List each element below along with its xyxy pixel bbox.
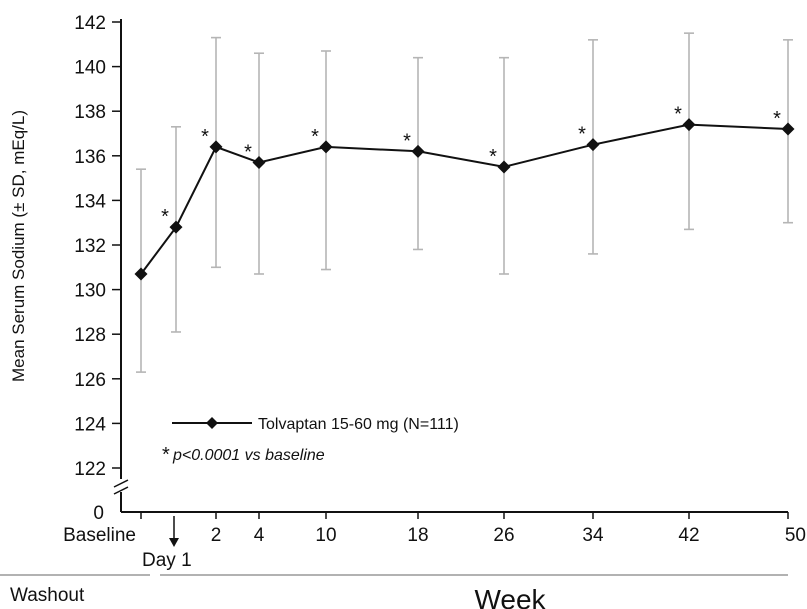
y-tick-label: 122: [74, 459, 106, 480]
y-tick-label: 142: [74, 13, 106, 34]
significance-star: *: [244, 141, 252, 163]
x-tick-label: 10: [315, 525, 336, 546]
day1-arrow-head: [169, 538, 179, 547]
significance-star: *: [311, 126, 319, 148]
data-point-marker: [411, 144, 425, 158]
legend-diamond-icon: [206, 417, 218, 429]
x-tick-label: 42: [678, 525, 699, 546]
y-tick-label: 126: [74, 370, 106, 391]
note-star: *: [162, 444, 170, 466]
data-point-marker: [134, 267, 148, 281]
x-tick-label: 2: [211, 525, 222, 546]
significance-star: *: [489, 146, 497, 168]
data-point-marker: [169, 220, 183, 234]
significance-star: *: [674, 104, 682, 126]
axis-break-mark-upper: [113, 479, 129, 488]
x-tick-label: 18: [407, 525, 428, 546]
data-markers: [134, 118, 795, 281]
significance-star: *: [201, 126, 209, 148]
axis-break-mark-lower: [113, 486, 129, 495]
washout-label: Washout: [10, 585, 85, 606]
y-tick-label: 138: [74, 102, 106, 123]
data-point-marker: [682, 118, 696, 132]
data-point-marker: [586, 138, 600, 152]
x-tick-label: 26: [493, 525, 514, 546]
data-point-marker: [252, 155, 266, 169]
x-tick-label: 50: [785, 525, 806, 546]
x-tick-label: Baseline: [63, 525, 136, 546]
significance-note: p<0.0001 vs baseline: [172, 447, 325, 464]
series-line: [140, 123, 789, 275]
y-tick-label-zero: 0: [93, 503, 104, 524]
data-point-marker: [781, 122, 795, 136]
y-ticks: 142 140 138 136 134 132 130 128 126 124 122: [74, 13, 121, 480]
data-point-marker: [319, 140, 333, 154]
y-tick-label: 124: [74, 414, 106, 435]
y-tick-label: 128: [74, 325, 106, 346]
y-tick-label: 134: [74, 191, 106, 212]
significance-star: *: [161, 206, 169, 228]
y-tick-label: 140: [74, 58, 106, 79]
significance-markers: * * * * * * * * *: [161, 104, 781, 229]
data-point-marker: [497, 160, 511, 174]
significance-star: *: [773, 108, 781, 130]
error-bars: [136, 32, 793, 373]
day1-label: Day 1: [142, 550, 192, 571]
significance-star: *: [578, 124, 586, 146]
x-tick-label: 4: [254, 525, 265, 546]
significance-star: *: [403, 130, 411, 152]
x-ticks: Baseline 2 4 10 18 26 34 42 50: [63, 512, 806, 546]
y-axis-title: Mean Serum Sodium (± SD, mEq/L): [9, 110, 28, 382]
y-tick-label: 130: [74, 281, 106, 302]
data-point-marker: [209, 140, 223, 154]
y-tick-label: 136: [74, 147, 106, 168]
legend-label: Tolvaptan 15-60 mg (N=111): [258, 416, 459, 433]
x-axis-title: Week: [474, 584, 546, 609]
x-tick-label: 34: [582, 525, 604, 546]
y-tick-label: 132: [74, 236, 106, 257]
legend: Tolvaptan 15-60 mg (N=111) * p<0.0001 vs…: [162, 416, 459, 466]
